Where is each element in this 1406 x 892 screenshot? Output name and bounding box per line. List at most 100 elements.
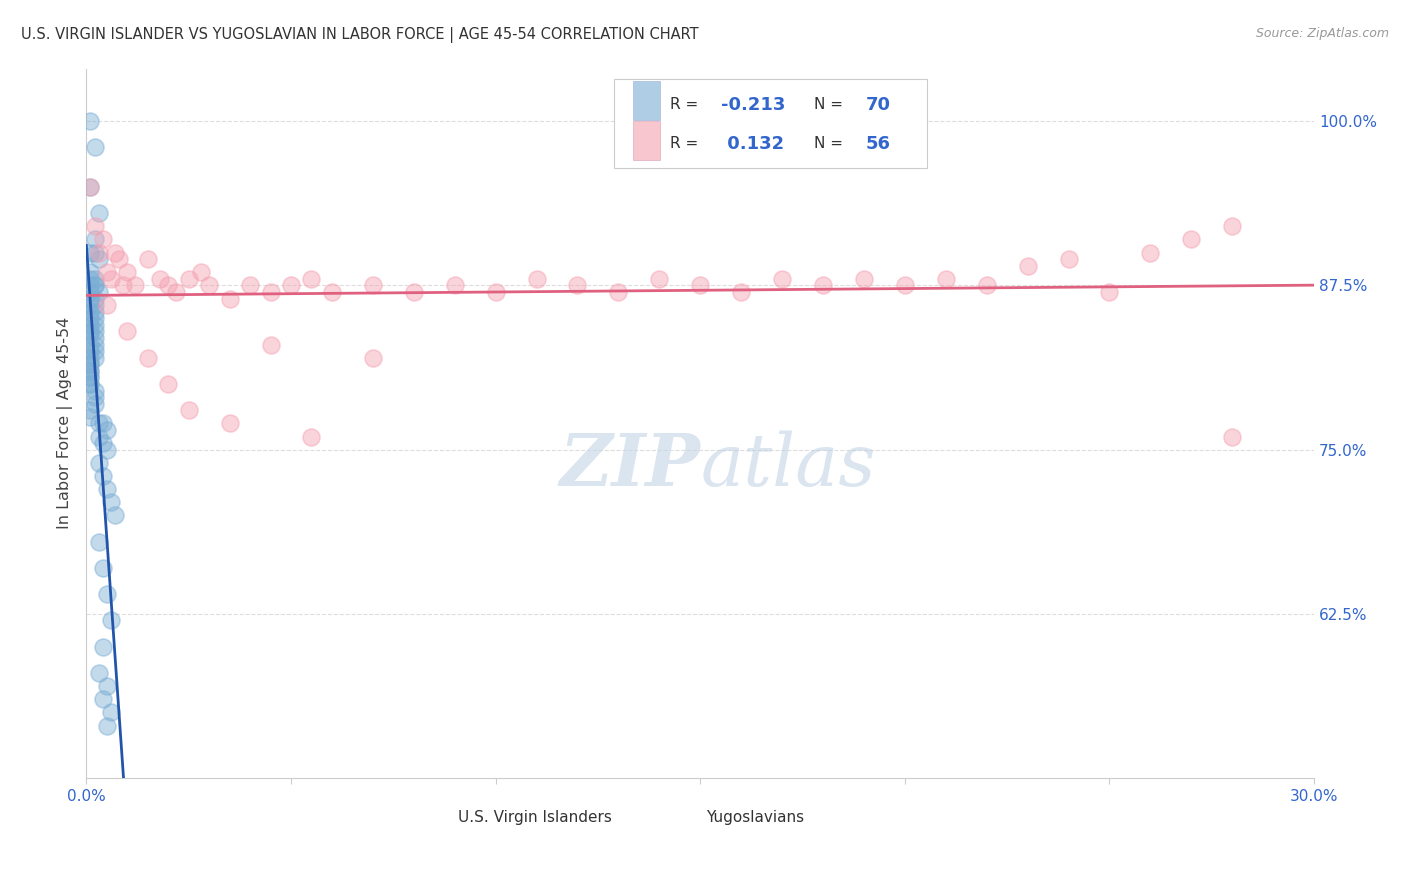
Point: [96, 442, 118, 457]
Point: [1220, 219, 1243, 234]
Point: [79, 364, 101, 378]
Point: [811, 278, 834, 293]
Point: [91, 436, 114, 450]
Point: [689, 278, 711, 293]
Point: [149, 272, 172, 286]
Point: [96, 679, 118, 693]
Point: [83, 344, 105, 359]
Point: [83, 351, 105, 365]
Point: [976, 278, 998, 293]
Point: [96, 587, 118, 601]
Point: [87, 417, 110, 431]
Bar: [443, 803, 464, 831]
Text: U.S. Virgin Islanders: U.S. Virgin Islanders: [457, 810, 612, 825]
Point: [79, 272, 101, 286]
Point: [87, 285, 110, 299]
Point: [83, 397, 105, 411]
Point: [177, 272, 200, 286]
Point: [136, 252, 159, 266]
Text: atlas: atlas: [700, 431, 876, 501]
Point: [607, 285, 630, 299]
Point: [526, 272, 548, 286]
Point: [79, 357, 101, 371]
Point: [79, 376, 101, 391]
Point: [100, 272, 122, 286]
Text: 0.132: 0.132: [721, 135, 785, 153]
Text: U.S. VIRGIN ISLANDER VS YUGOSLAVIAN IN LABOR FORCE | AGE 45-54 CORRELATION CHART: U.S. VIRGIN ISLANDER VS YUGOSLAVIAN IN L…: [21, 27, 699, 43]
Point: [83, 311, 105, 326]
Bar: [664, 803, 686, 831]
Point: [96, 423, 118, 437]
Point: [87, 456, 110, 470]
Point: [79, 179, 101, 194]
Point: [1139, 245, 1161, 260]
Point: [79, 337, 101, 351]
Text: N =: N =: [814, 136, 848, 152]
Text: N =: N =: [814, 97, 848, 112]
Point: [1057, 252, 1080, 266]
Point: [87, 252, 110, 266]
Point: [83, 337, 105, 351]
Point: [104, 245, 127, 260]
Text: R =: R =: [669, 97, 703, 112]
Text: ZIP: ZIP: [560, 431, 700, 501]
Point: [218, 417, 240, 431]
Point: [1017, 259, 1039, 273]
Point: [79, 245, 101, 260]
Point: [83, 278, 105, 293]
Point: [218, 292, 240, 306]
Point: [104, 508, 127, 523]
Point: [91, 640, 114, 654]
Point: [157, 278, 180, 293]
Point: [259, 285, 281, 299]
Point: [79, 364, 101, 378]
Point: [157, 376, 180, 391]
Point: [96, 298, 118, 312]
Point: [83, 318, 105, 332]
Point: [79, 304, 101, 318]
Point: [402, 285, 425, 299]
Point: [935, 272, 957, 286]
Point: [91, 417, 114, 431]
Point: [79, 285, 101, 299]
Point: [87, 534, 110, 549]
Point: [361, 278, 384, 293]
Point: [280, 278, 302, 293]
Point: [83, 390, 105, 404]
Point: [894, 278, 917, 293]
Point: [79, 344, 101, 359]
Point: [79, 318, 101, 332]
Point: [83, 272, 105, 286]
Point: [239, 278, 262, 293]
Text: R =: R =: [669, 136, 703, 152]
Point: [79, 278, 101, 293]
Point: [79, 179, 101, 194]
Point: [83, 304, 105, 318]
Point: [83, 278, 105, 293]
Point: [79, 357, 101, 371]
Point: [112, 278, 135, 293]
Point: [79, 326, 101, 341]
Point: [91, 692, 114, 706]
Point: [91, 469, 114, 483]
Point: [79, 265, 101, 279]
Point: [79, 409, 101, 424]
Point: [1098, 285, 1121, 299]
Point: [117, 265, 139, 279]
Point: [321, 285, 343, 299]
Point: [361, 351, 384, 365]
Point: [91, 561, 114, 575]
Text: 56: 56: [866, 135, 891, 153]
Point: [190, 265, 212, 279]
Point: [177, 403, 200, 417]
Point: [87, 245, 110, 260]
Point: [136, 351, 159, 365]
Point: [79, 114, 101, 128]
Point: [79, 298, 101, 312]
Point: [96, 482, 118, 496]
Point: [770, 272, 793, 286]
Point: [87, 206, 110, 220]
Point: [79, 376, 101, 391]
Point: [79, 370, 101, 384]
Text: Source: ZipAtlas.com: Source: ZipAtlas.com: [1256, 27, 1389, 40]
